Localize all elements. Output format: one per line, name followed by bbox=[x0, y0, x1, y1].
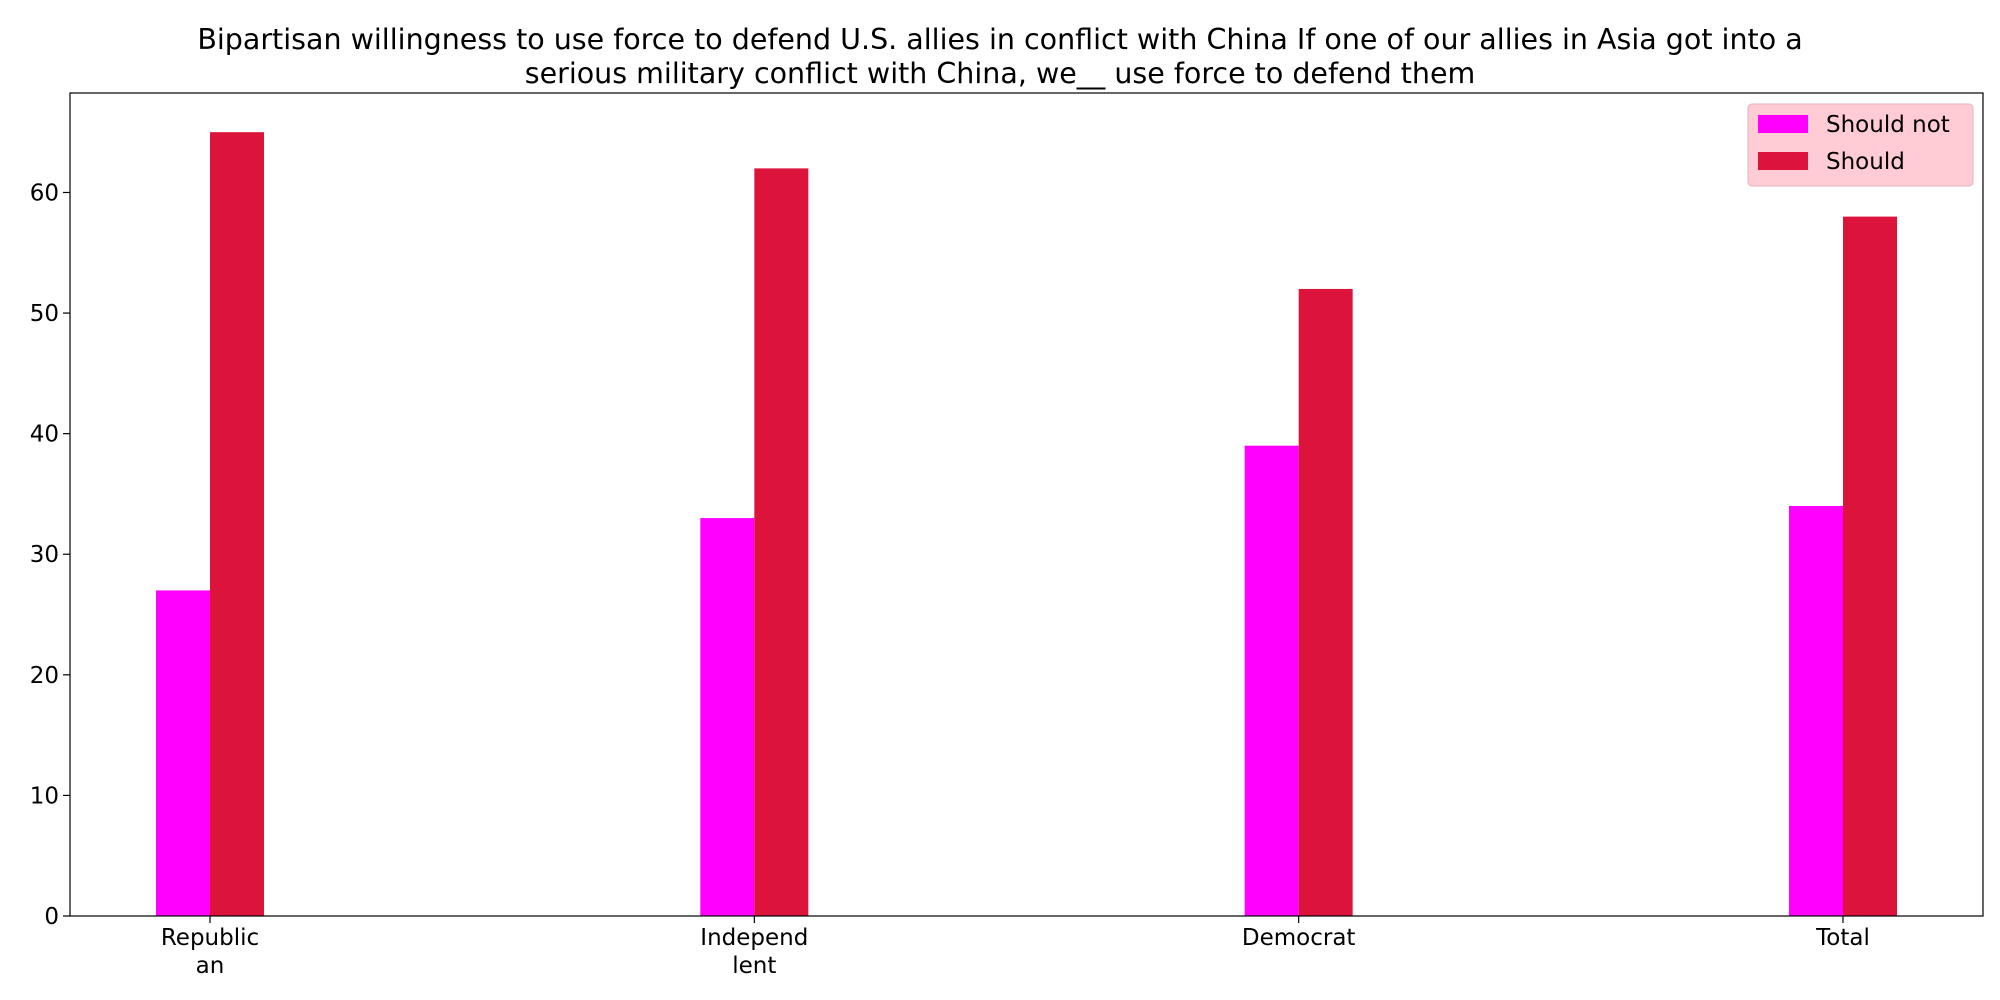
bars bbox=[156, 132, 1897, 917]
legend-label: Should not bbox=[1826, 112, 1950, 138]
plot-frame bbox=[69, 92, 1984, 917]
bar-should-2 bbox=[1298, 288, 1353, 916]
x-tick-label: lent bbox=[732, 953, 776, 979]
y-tick-label: 0 bbox=[44, 904, 59, 930]
x-tick-label: Democrat bbox=[1242, 925, 1356, 951]
bar-should-1 bbox=[754, 168, 809, 916]
bar-should-0 bbox=[210, 132, 264, 916]
legend-swatch bbox=[1758, 152, 1808, 170]
x-tick-label: Independ bbox=[700, 925, 808, 951]
legend-swatch bbox=[1758, 115, 1808, 133]
bar-should-not-2 bbox=[1244, 445, 1299, 916]
y-tick-label: 60 bbox=[30, 180, 59, 206]
y-tick-label: 20 bbox=[30, 663, 59, 689]
bar-should-not-3 bbox=[1789, 506, 1843, 916]
x-tick-label: Total bbox=[1815, 925, 1870, 951]
y-tick-label: 50 bbox=[30, 301, 59, 327]
legend-label: Should bbox=[1826, 149, 1905, 175]
chart-title: Bipartisan willingness to use force to d… bbox=[197, 23, 1802, 90]
chart-title-line: serious military conflict with China, we… bbox=[525, 57, 1476, 90]
chart-title-line: Bipartisan willingness to use force to d… bbox=[197, 23, 1802, 56]
legend: Should not Should bbox=[1747, 103, 1974, 187]
bar-should-3 bbox=[1843, 216, 1897, 917]
y-tick-label: 30 bbox=[30, 542, 59, 568]
x-tick-label: an bbox=[196, 953, 225, 979]
x-tick-label: Republic bbox=[161, 925, 259, 951]
y-tick-label: 40 bbox=[30, 422, 59, 448]
y-tick-label: 10 bbox=[30, 783, 59, 809]
bar-should-not-0 bbox=[156, 590, 210, 916]
bar-should-not-1 bbox=[700, 518, 755, 916]
